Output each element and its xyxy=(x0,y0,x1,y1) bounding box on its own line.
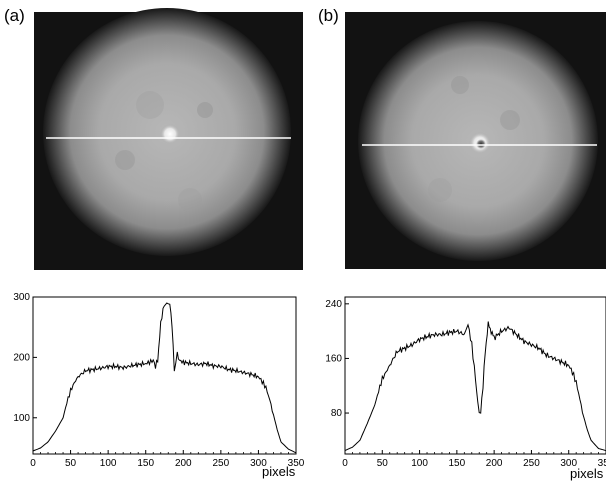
profile-series-0 xyxy=(32,302,297,454)
panel-label-a: (a) xyxy=(4,6,25,25)
y-tick-label-1: 240 xyxy=(325,299,342,310)
y-tick-label-1: 160 xyxy=(325,353,342,364)
beam-image-a xyxy=(34,8,303,270)
plot-frame-0 xyxy=(32,296,297,455)
x-tick-label-1: 0 xyxy=(342,458,348,469)
x-tick-label-0: 350 xyxy=(288,458,305,469)
plot-frame-1 xyxy=(344,296,606,455)
x-tick-label-0: 150 xyxy=(137,458,154,469)
x-axis-label-0: pixels xyxy=(262,464,296,479)
x-tick-label-0: 0 xyxy=(30,458,36,469)
x-tick-label-0: 300 xyxy=(250,458,267,469)
x-tick-label-0: 100 xyxy=(100,458,117,469)
x-tick-label-0: 200 xyxy=(175,458,192,469)
x-tick-label-1: 300 xyxy=(560,458,577,469)
panel-label-b: (b) xyxy=(318,6,339,25)
y-tick-label-0: 300 xyxy=(13,292,30,303)
x-tick-label-0: 50 xyxy=(65,458,77,469)
x-tick-label-1: 250 xyxy=(523,458,540,469)
x-tick-label-1: 100 xyxy=(411,458,428,469)
x-tick-label-1: 50 xyxy=(377,458,389,469)
y-tick-label-0: 100 xyxy=(13,413,30,424)
y-tick-label-1: 80 xyxy=(331,408,343,419)
y-tick-label-0: 200 xyxy=(13,352,30,363)
x-tick-label-1: 150 xyxy=(449,458,466,469)
x-tick-label-0: 250 xyxy=(213,458,230,469)
profile-series-1 xyxy=(344,321,606,452)
x-axis-label-1: pixels xyxy=(570,466,604,481)
beam-image-b xyxy=(345,12,606,269)
x-tick-label-1: 200 xyxy=(486,458,503,469)
x-tick-label-1: 350 xyxy=(598,458,606,469)
